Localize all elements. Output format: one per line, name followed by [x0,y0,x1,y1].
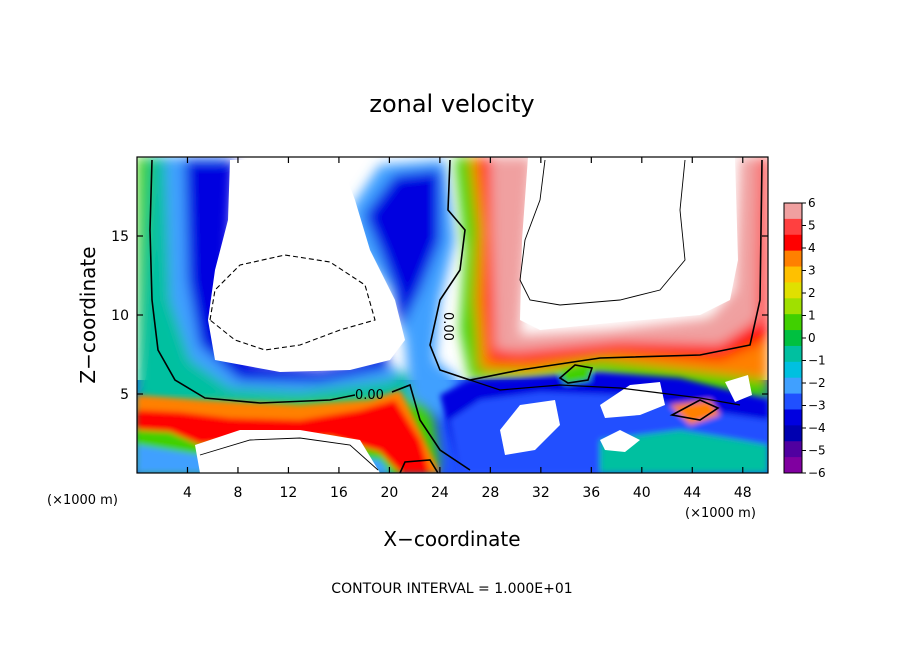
y-tick-label: 15 [111,229,129,245]
colorbar-swatch [784,218,802,236]
colorbar-tick-label: −2 [808,376,826,390]
contour-interval-text: CONTOUR INTERVAL = 1.000E+01 [331,581,572,597]
colorbar-swatch [784,425,802,442]
colorbar-tick-label: −4 [808,421,826,435]
colorbar-tick-label: 6 [808,196,816,210]
colorbar: 6 5 4 3 2 1 0 −1 −2 −3 −4 −5 −6 [783,196,826,480]
x-tick-label: 32 [532,485,550,501]
colorbar-swatch [784,314,802,331]
contour-label-1: 0.00 [355,388,384,403]
x-tick-label: 36 [582,485,600,501]
colorbar-swatch [784,361,802,379]
x-tick-label: 24 [431,485,449,501]
colorbar-swatch [784,266,802,283]
colorbar-swatch [784,250,802,268]
x-tick-label: 48 [734,485,752,501]
colorbar-swatch [784,330,802,347]
colorbar-swatch [784,345,802,363]
colorbar-tick-label: −3 [808,399,826,413]
x-axis-ticks: 4 8 12 16 20 24 28 32 36 40 44 48 [183,157,752,501]
colorbar-swatch [784,409,802,426]
y-unit-note: (×1000 m) [47,493,118,508]
x-tick-label: 28 [481,485,499,501]
contour-label-2: 0.00 [440,312,455,341]
colorbar-tick-label: 2 [808,286,816,300]
x-tick-label: 12 [280,485,298,501]
x-axis-title: X−coordinate [383,527,520,551]
colorbar-tick-label: 5 [808,219,816,233]
x-tick-label: 44 [683,485,701,501]
colorbar-swatch [784,457,802,474]
colorbar-swatch [784,393,802,410]
colorbar-tick-label: −5 [808,444,826,458]
x-tick-label: 4 [183,485,192,501]
chart-title: zonal velocity [369,90,534,118]
colorbar-tick-label: −6 [808,466,826,480]
colorbar-tick-label: 4 [808,241,816,255]
y-tick-label: 10 [111,308,129,324]
x-tick-label: 8 [233,485,242,501]
y-axis-title: Z−coordinate [76,246,100,383]
x-tick-label: 16 [330,485,348,501]
colorbar-tick-label: 1 [808,309,816,323]
x-tick-label: 40 [633,485,651,501]
y-tick-label: 5 [120,387,129,403]
colorbar-tick-label: 0 [808,331,816,345]
heatmap-field [137,157,768,473]
x-unit-note: (×1000 m) [685,506,756,521]
colorbar-swatch [784,282,802,299]
colorbar-swatch [784,441,802,458]
colorbar-swatch [784,234,802,252]
colorbar-tick-label: −1 [808,354,826,368]
x-tick-label: 20 [380,485,398,501]
colorbar-swatch [784,203,802,220]
colorbar-swatch [784,377,802,395]
colorbar-swatch [784,298,802,315]
y-axis-ticks: 5 10 15 [111,229,768,403]
colorbar-tick-label: 3 [808,264,816,278]
